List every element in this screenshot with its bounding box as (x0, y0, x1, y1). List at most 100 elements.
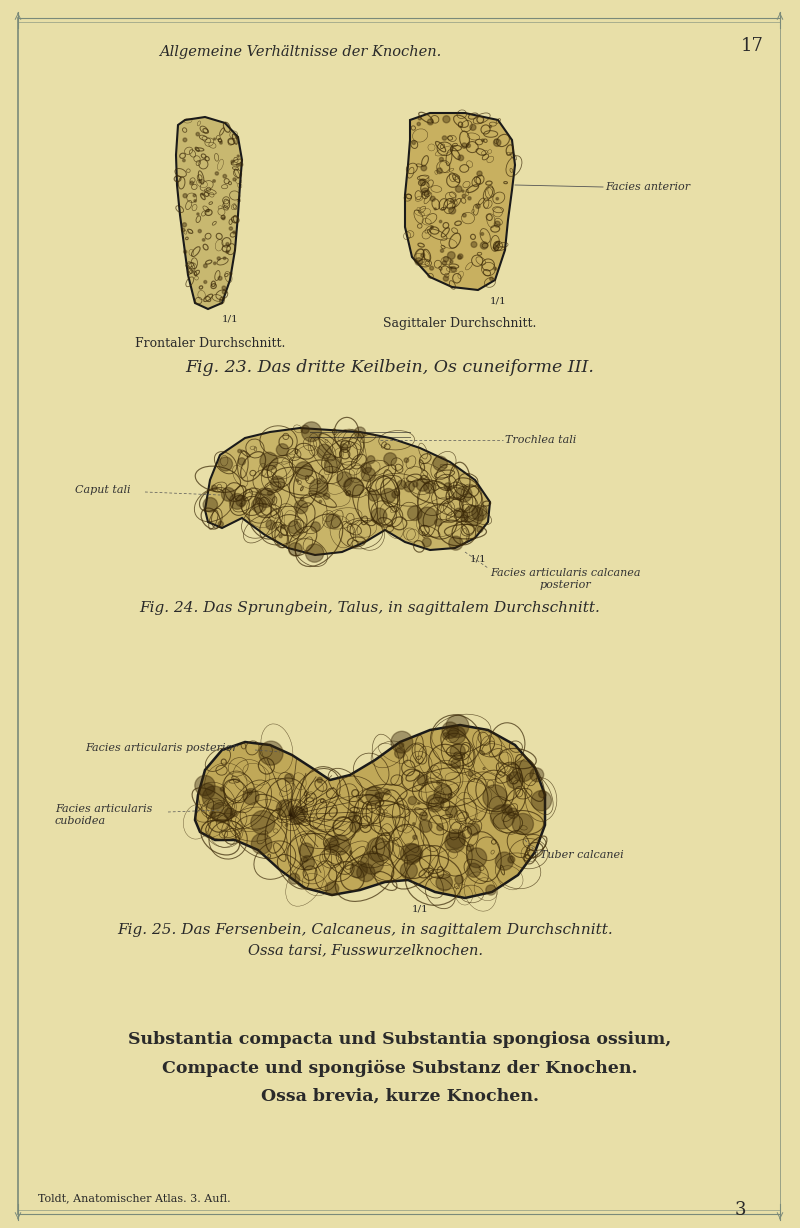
Circle shape (182, 160, 186, 162)
Circle shape (513, 760, 534, 781)
Circle shape (462, 214, 466, 217)
Circle shape (422, 188, 429, 195)
Circle shape (496, 198, 498, 200)
Circle shape (224, 808, 234, 819)
Circle shape (444, 483, 452, 490)
Circle shape (233, 178, 236, 181)
Circle shape (310, 479, 328, 497)
Circle shape (494, 246, 498, 251)
Circle shape (423, 481, 436, 494)
Circle shape (462, 190, 464, 193)
Circle shape (436, 874, 453, 890)
Circle shape (394, 748, 405, 759)
Circle shape (362, 468, 375, 481)
Circle shape (420, 179, 426, 185)
Circle shape (267, 491, 273, 496)
Circle shape (230, 227, 233, 230)
Circle shape (202, 786, 226, 809)
Circle shape (448, 726, 466, 744)
Circle shape (443, 276, 449, 281)
Circle shape (530, 768, 544, 782)
Circle shape (383, 788, 390, 795)
Circle shape (341, 443, 348, 451)
Circle shape (183, 251, 186, 253)
Text: Trochlea tali: Trochlea tali (505, 435, 576, 445)
Circle shape (196, 133, 199, 136)
Text: Tuber calcanei: Tuber calcanei (540, 850, 624, 860)
Circle shape (252, 497, 266, 512)
Circle shape (416, 479, 429, 491)
Circle shape (218, 522, 223, 527)
Circle shape (430, 266, 434, 270)
Circle shape (299, 842, 314, 857)
Circle shape (276, 443, 289, 456)
Circle shape (421, 253, 425, 257)
Circle shape (434, 519, 442, 526)
Circle shape (238, 458, 246, 465)
Circle shape (434, 208, 436, 210)
Circle shape (399, 743, 404, 748)
Circle shape (455, 876, 463, 884)
Circle shape (183, 194, 187, 198)
Circle shape (349, 812, 358, 820)
Circle shape (223, 257, 226, 259)
Circle shape (490, 804, 514, 829)
Circle shape (306, 544, 324, 562)
Circle shape (418, 775, 428, 786)
Circle shape (404, 481, 414, 492)
Circle shape (324, 837, 339, 852)
Circle shape (203, 264, 207, 268)
Circle shape (319, 500, 322, 502)
Circle shape (329, 835, 350, 855)
Circle shape (468, 196, 471, 200)
Circle shape (325, 882, 338, 895)
Circle shape (437, 824, 443, 830)
Circle shape (450, 199, 454, 203)
Circle shape (442, 722, 458, 738)
Circle shape (458, 255, 462, 259)
Circle shape (211, 485, 217, 490)
Circle shape (384, 453, 397, 465)
Circle shape (418, 507, 438, 527)
Circle shape (486, 885, 496, 895)
Circle shape (231, 810, 237, 817)
Circle shape (449, 208, 456, 214)
Circle shape (512, 813, 534, 835)
Text: Facies articularis posterior: Facies articularis posterior (85, 743, 238, 753)
Circle shape (183, 138, 187, 141)
Text: Facies articularis
cuboidea: Facies articularis cuboidea (55, 804, 152, 825)
Circle shape (397, 480, 406, 489)
Circle shape (222, 488, 235, 501)
Circle shape (350, 861, 367, 878)
Circle shape (279, 534, 282, 538)
Circle shape (433, 456, 447, 470)
Circle shape (215, 172, 218, 176)
Circle shape (197, 212, 199, 215)
Circle shape (407, 506, 422, 521)
Circle shape (430, 226, 434, 228)
Circle shape (204, 280, 206, 284)
Circle shape (302, 422, 322, 442)
Text: Substantia compacta und Substantia spongiosa ossium,: Substantia compacta und Substantia spong… (128, 1032, 672, 1049)
Circle shape (442, 260, 446, 265)
Text: Fig. 24. Das Sprungbein, Talus, in sagittalem Durchschnitt.: Fig. 24. Das Sprungbein, Talus, in sagit… (139, 600, 601, 615)
Circle shape (182, 228, 185, 232)
Polygon shape (205, 429, 490, 555)
Circle shape (238, 449, 241, 453)
Circle shape (450, 266, 456, 271)
Circle shape (442, 733, 450, 739)
Circle shape (206, 209, 210, 211)
Circle shape (419, 812, 427, 820)
Circle shape (446, 715, 469, 738)
Circle shape (451, 759, 461, 769)
Text: Frontaler Durchschnitt.: Frontaler Durchschnitt. (135, 336, 285, 350)
Polygon shape (176, 117, 242, 309)
Circle shape (326, 513, 341, 528)
Circle shape (243, 788, 259, 804)
Text: Fig. 25. Das Fersenbein, Calcaneus, in sagittalem Durchschnitt.: Fig. 25. Das Fersenbein, Calcaneus, in s… (117, 923, 613, 937)
Circle shape (443, 115, 450, 123)
Circle shape (367, 456, 375, 463)
Circle shape (230, 494, 245, 510)
Text: 1/1: 1/1 (222, 316, 238, 324)
Circle shape (481, 232, 484, 236)
